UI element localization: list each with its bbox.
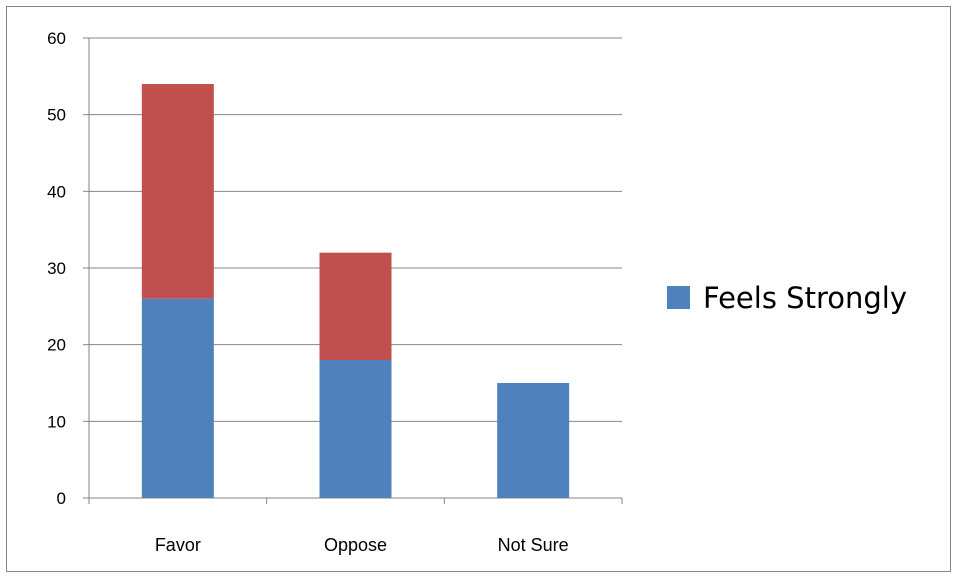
- y-tick-label: 60: [47, 29, 66, 48]
- x-category-label: Not Sure: [498, 535, 569, 555]
- y-tick-label: 50: [47, 106, 66, 125]
- bar-oppose-series-1: [319, 360, 392, 498]
- x-category-label: Oppose: [324, 535, 387, 555]
- y-tick-label: 40: [47, 182, 66, 201]
- y-tick-label: 30: [47, 259, 66, 278]
- legend-label-feels-strongly: Feels Strongly: [703, 281, 907, 315]
- bar-favor-series-2: [141, 84, 214, 299]
- bar-not-sure-series-1: [497, 383, 570, 498]
- bar-favor-series-1: [141, 298, 214, 498]
- bar-oppose-series-2: [319, 252, 392, 360]
- x-category-label: Favor: [155, 535, 201, 555]
- y-tick-label: 10: [47, 412, 66, 431]
- legend-swatch-feels-strongly: [667, 286, 690, 309]
- y-tick-label: 0: [57, 489, 66, 508]
- y-tick-label: 20: [47, 336, 66, 355]
